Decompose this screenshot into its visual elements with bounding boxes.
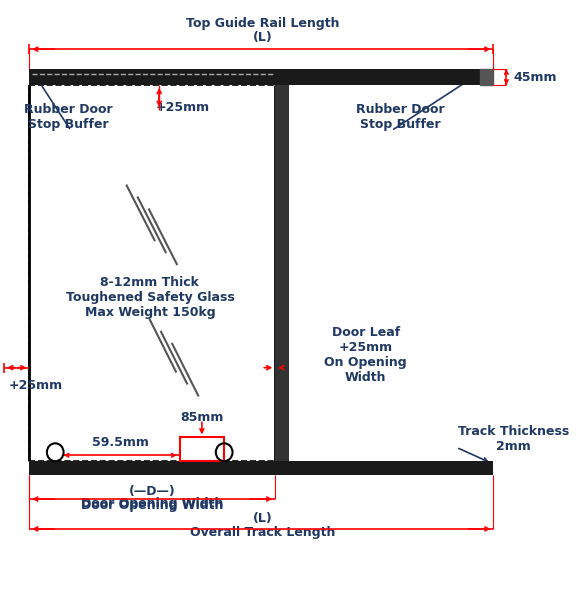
Text: 59.5mm: 59.5mm — [92, 436, 149, 449]
Text: Rubber Door
Stop Buffer: Rubber Door Stop Buffer — [356, 103, 445, 131]
Text: 85mm: 85mm — [180, 411, 223, 424]
Text: +25mm: +25mm — [9, 379, 63, 392]
Text: Overall Track Length: Overall Track Length — [191, 526, 336, 539]
Bar — [29, 461, 493, 475]
Text: Top Guide Rail Length: Top Guide Rail Length — [187, 17, 340, 30]
Text: Track Thickness
2mm: Track Thickness 2mm — [458, 425, 569, 453]
Text: 45mm: 45mm — [514, 70, 558, 83]
Bar — [480, 69, 493, 85]
Text: Rubber Door
Stop Buffer: Rubber Door Stop Buffer — [24, 103, 112, 131]
Bar — [29, 69, 493, 85]
Text: (–D–): (–D–) — [0, 591, 1, 592]
Text: Door Leaf
+25mm
On Opening
Width: Door Leaf +25mm On Opening Width — [325, 326, 407, 384]
Text: +25mm: +25mm — [156, 101, 209, 114]
Text: (D)–: (D)– — [0, 591, 1, 592]
Text: 8-12mm Thick
Toughened Safety Glass
Max Weight 150kg: 8-12mm Thick Toughened Safety Glass Max … — [66, 276, 234, 320]
Text: Door Opening Width: Door Opening Width — [81, 498, 223, 511]
Bar — [275, 85, 289, 461]
Text: Door Opening Width: Door Opening Width — [81, 497, 223, 510]
Text: (L): (L) — [253, 513, 273, 526]
Text: (L): (L) — [253, 31, 273, 44]
Bar — [180, 437, 224, 461]
Text: (—D—): (—D—) — [128, 485, 175, 498]
